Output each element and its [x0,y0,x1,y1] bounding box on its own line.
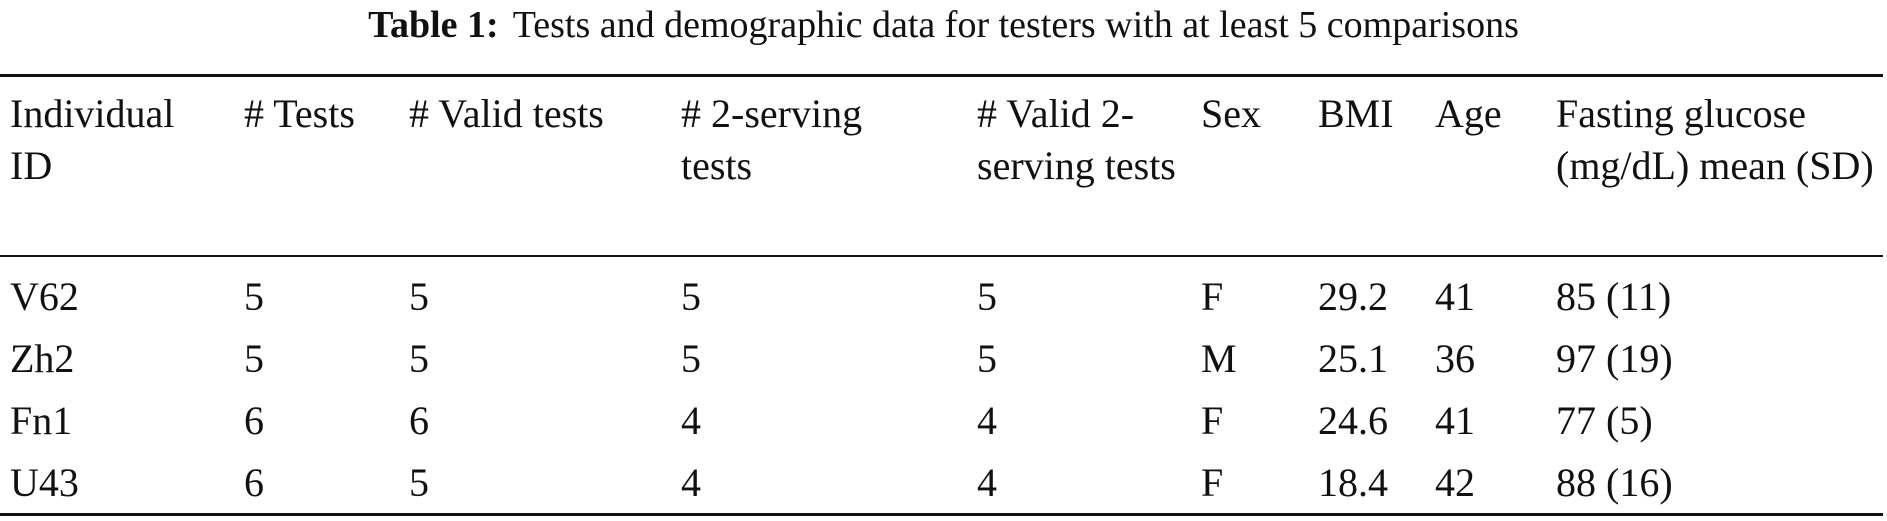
table-cell: 77 (5) [1556,398,1653,443]
table-cell: 41 [1435,274,1475,319]
table-cell: 25.1 [1318,336,1388,381]
table-cell: 18.4 [1318,460,1388,505]
table-cell: 5 [244,336,264,381]
header-cell: # Valid tests [409,91,604,136]
table-cell: 29.2 [1318,274,1388,319]
table-cell: F [1201,460,1224,505]
table-cell: 5 [409,460,429,505]
table-cell: Zh2 [10,336,75,381]
table-cell: M [1201,336,1237,381]
table-caption: Table 1: Tests and demographic data for t… [0,2,1887,48]
table-cell: 4 [977,460,997,505]
table-cell: 85 (11) [1556,274,1672,319]
table-cell: 5 [409,274,429,319]
table-cell: F [1201,274,1224,319]
table-cell: 6 [244,398,264,443]
caption-label: Table 1: [368,4,499,46]
table-cell: 6 [409,398,429,443]
table-cell: Fn1 [10,398,73,443]
caption-text: Tests and demographic data for testers w… [512,4,1519,46]
header-cell: Fasting glucose (mg/dL) mean (SD) [1556,91,1874,188]
header-cell: # Tests [244,91,355,136]
table-cell: 4 [681,398,701,443]
table-cell: 5 [244,274,264,319]
table-cell: 88 (16) [1556,460,1673,505]
table-cell: F [1201,398,1224,443]
table-cell: 42 [1435,460,1475,505]
table-cell: 5 [977,274,997,319]
table-cell: V62 [10,274,79,319]
table-cell: 5 [409,336,429,381]
header-cell: Sex [1201,91,1261,136]
table-cell: 36 [1435,336,1475,381]
table-cell: 6 [244,460,264,505]
header-rule [0,255,1883,257]
table-cell: 41 [1435,398,1475,443]
header-cell: # 2-serving tests [681,91,863,188]
table-cell: 97 (19) [1556,336,1673,381]
table-cell: 4 [977,398,997,443]
table-cell: 5 [681,274,701,319]
table-cell: 24.6 [1318,398,1388,443]
header-cell: Age [1435,91,1502,136]
table-cell: 5 [681,336,701,381]
table-cell: 4 [681,460,701,505]
top-rule [0,74,1883,77]
header-cell: Individual ID [10,91,175,188]
table-cell: 5 [977,336,997,381]
bottom-rule [0,513,1883,516]
table-cell: U43 [10,460,79,505]
header-cell: BMI [1318,91,1394,136]
header-cell: # Valid 2-serving tests [977,91,1176,188]
